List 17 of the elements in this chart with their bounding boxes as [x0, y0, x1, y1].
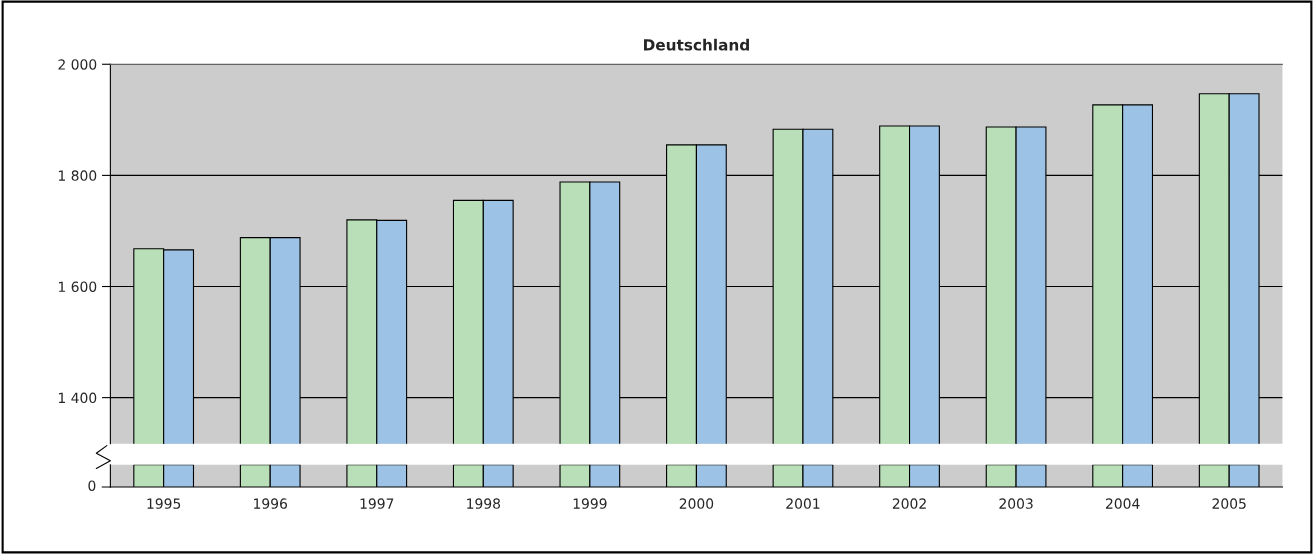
- x-tick-label: 2005: [1212, 498, 1246, 509]
- x-tick-label: 2003: [999, 498, 1033, 509]
- y-tick-label: 1 400: [58, 392, 97, 404]
- x-tick-label: 1997: [360, 498, 394, 509]
- x-tick-label: 1998: [467, 498, 501, 509]
- x-tick-label: 1995: [147, 498, 181, 509]
- y-tick-label: 2 000: [58, 59, 97, 70]
- x-tick-label: 1996: [254, 498, 287, 509]
- y-tick-label: 1 600: [58, 281, 97, 292]
- y-tick-label: 1 800: [58, 170, 97, 181]
- x-tick-label: 2001: [786, 498, 820, 509]
- x-tick-label: 2004: [1105, 498, 1140, 509]
- text: 0: [88, 480, 96, 491]
- x-tick-label: 1999: [573, 498, 607, 509]
- x-tick-label: 2000: [679, 498, 714, 509]
- chart-title: Deutschland: [644, 38, 749, 51]
- x-tick-label: 2002: [892, 498, 926, 509]
